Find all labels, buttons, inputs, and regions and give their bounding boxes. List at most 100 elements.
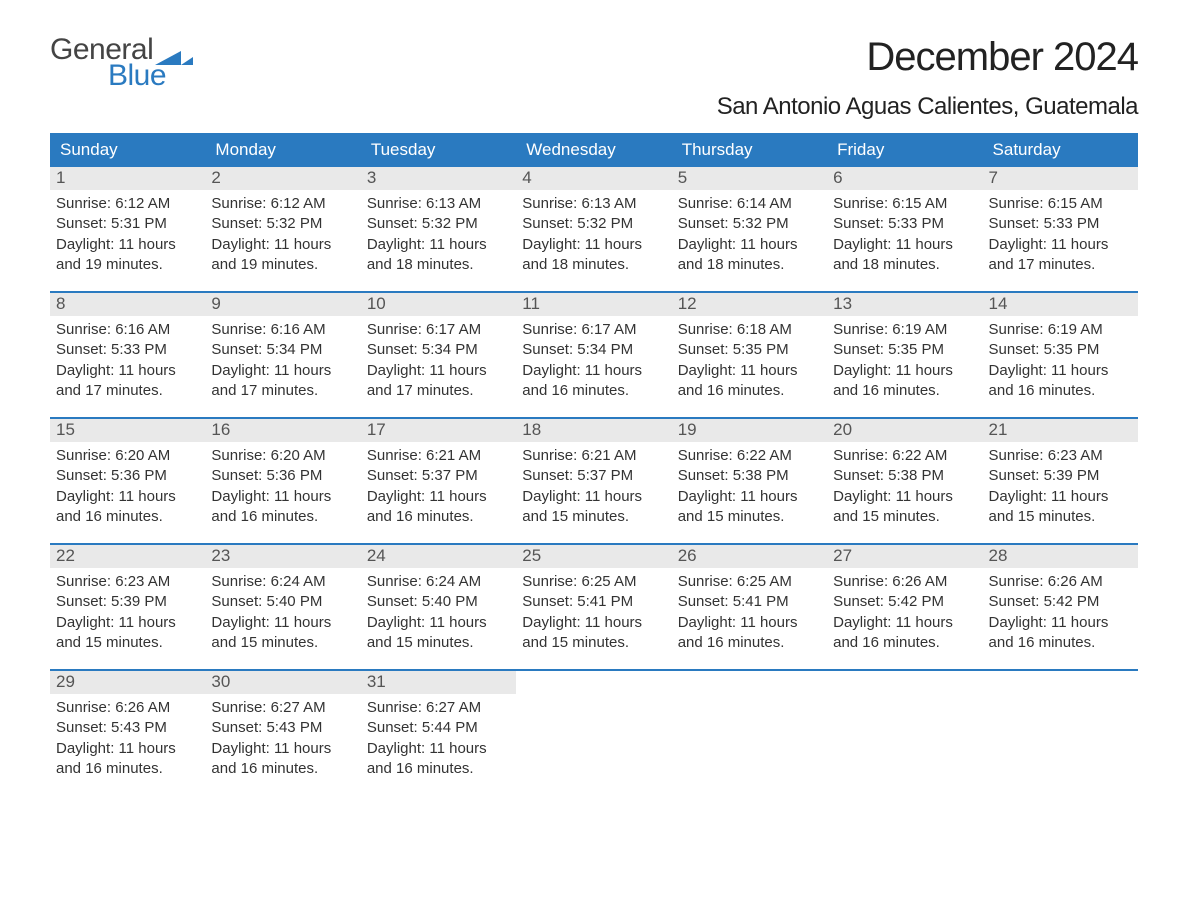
day-ss: Sunset: 5:42 PM	[989, 592, 1132, 612]
day-sr: Sunrise: 6:12 AM	[211, 194, 354, 214]
day-details: Sunrise: 6:20 AMSunset: 5:36 PMDaylight:…	[205, 442, 360, 531]
day-details: Sunrise: 6:17 AMSunset: 5:34 PMDaylight:…	[516, 316, 671, 405]
day-details: Sunrise: 6:22 AMSunset: 5:38 PMDaylight:…	[827, 442, 982, 531]
day-ss: Sunset: 5:33 PM	[989, 214, 1132, 234]
day-header-wednesday: Wednesday	[516, 133, 671, 167]
day-sr: Sunrise: 6:15 AM	[833, 194, 976, 214]
day-d1: Daylight: 11 hours	[989, 487, 1132, 507]
day-ss: Sunset: 5:39 PM	[989, 466, 1132, 486]
calendar-day: 1Sunrise: 6:12 AMSunset: 5:31 PMDaylight…	[50, 167, 205, 285]
day-number: 28	[983, 545, 1138, 568]
day-details: Sunrise: 6:15 AMSunset: 5:33 PMDaylight:…	[983, 190, 1138, 279]
calendar-day: 13Sunrise: 6:19 AMSunset: 5:35 PMDayligh…	[827, 293, 982, 411]
day-sr: Sunrise: 6:16 AM	[56, 320, 199, 340]
day-details: Sunrise: 6:27 AMSunset: 5:43 PMDaylight:…	[205, 694, 360, 783]
day-d1: Daylight: 11 hours	[833, 361, 976, 381]
day-ss: Sunset: 5:31 PM	[56, 214, 199, 234]
day-d2: and 16 minutes.	[56, 759, 199, 779]
day-sr: Sunrise: 6:17 AM	[522, 320, 665, 340]
day-number: 12	[672, 293, 827, 316]
calendar-week: 8Sunrise: 6:16 AMSunset: 5:33 PMDaylight…	[50, 291, 1138, 411]
day-number: 13	[827, 293, 982, 316]
calendar-day: 22Sunrise: 6:23 AMSunset: 5:39 PMDayligh…	[50, 545, 205, 663]
calendar-day: 3Sunrise: 6:13 AMSunset: 5:32 PMDaylight…	[361, 167, 516, 285]
day-d1: Daylight: 11 hours	[367, 613, 510, 633]
calendar-day: 30Sunrise: 6:27 AMSunset: 5:43 PMDayligh…	[205, 671, 360, 789]
calendar-day: 16Sunrise: 6:20 AMSunset: 5:36 PMDayligh…	[205, 419, 360, 537]
day-ss: Sunset: 5:36 PM	[211, 466, 354, 486]
calendar-day: 31Sunrise: 6:27 AMSunset: 5:44 PMDayligh…	[361, 671, 516, 789]
day-d1: Daylight: 11 hours	[833, 487, 976, 507]
day-ss: Sunset: 5:33 PM	[833, 214, 976, 234]
day-details: Sunrise: 6:24 AMSunset: 5:40 PMDaylight:…	[205, 568, 360, 657]
day-d2: and 16 minutes.	[989, 381, 1132, 401]
day-d2: and 19 minutes.	[211, 255, 354, 275]
day-d2: and 16 minutes.	[211, 759, 354, 779]
day-number: 22	[50, 545, 205, 568]
day-sr: Sunrise: 6:16 AM	[211, 320, 354, 340]
day-d2: and 18 minutes.	[833, 255, 976, 275]
day-d2: and 18 minutes.	[522, 255, 665, 275]
day-sr: Sunrise: 6:25 AM	[522, 572, 665, 592]
day-d1: Daylight: 11 hours	[522, 235, 665, 255]
day-d1: Daylight: 11 hours	[56, 613, 199, 633]
day-d2: and 19 minutes.	[56, 255, 199, 275]
day-d2: and 17 minutes.	[367, 381, 510, 401]
day-d2: and 16 minutes.	[833, 633, 976, 653]
day-header-thursday: Thursday	[672, 133, 827, 167]
day-sr: Sunrise: 6:22 AM	[833, 446, 976, 466]
calendar-day: 9Sunrise: 6:16 AMSunset: 5:34 PMDaylight…	[205, 293, 360, 411]
day-sr: Sunrise: 6:14 AM	[678, 194, 821, 214]
day-d1: Daylight: 11 hours	[367, 235, 510, 255]
day-d1: Daylight: 11 hours	[56, 235, 199, 255]
day-sr: Sunrise: 6:19 AM	[833, 320, 976, 340]
day-d2: and 17 minutes.	[211, 381, 354, 401]
day-number: 31	[361, 671, 516, 694]
calendar-day: 25Sunrise: 6:25 AMSunset: 5:41 PMDayligh…	[516, 545, 671, 663]
day-d1: Daylight: 11 hours	[989, 613, 1132, 633]
day-details: Sunrise: 6:12 AMSunset: 5:31 PMDaylight:…	[50, 190, 205, 279]
day-details: Sunrise: 6:18 AMSunset: 5:35 PMDaylight:…	[672, 316, 827, 405]
day-details: Sunrise: 6:16 AMSunset: 5:33 PMDaylight:…	[50, 316, 205, 405]
calendar-day: 5Sunrise: 6:14 AMSunset: 5:32 PMDaylight…	[672, 167, 827, 285]
day-details: Sunrise: 6:26 AMSunset: 5:42 PMDaylight:…	[983, 568, 1138, 657]
day-d1: Daylight: 11 hours	[56, 487, 199, 507]
day-d2: and 16 minutes.	[678, 633, 821, 653]
day-ss: Sunset: 5:34 PM	[211, 340, 354, 360]
calendar-day: 24Sunrise: 6:24 AMSunset: 5:40 PMDayligh…	[361, 545, 516, 663]
day-sr: Sunrise: 6:24 AM	[367, 572, 510, 592]
day-header-sunday: Sunday	[50, 133, 205, 167]
day-details: Sunrise: 6:20 AMSunset: 5:36 PMDaylight:…	[50, 442, 205, 531]
day-d1: Daylight: 11 hours	[56, 361, 199, 381]
day-ss: Sunset: 5:32 PM	[367, 214, 510, 234]
day-details: Sunrise: 6:21 AMSunset: 5:37 PMDaylight:…	[361, 442, 516, 531]
day-d2: and 16 minutes.	[367, 507, 510, 527]
day-sr: Sunrise: 6:15 AM	[989, 194, 1132, 214]
day-header-saturday: Saturday	[983, 133, 1138, 167]
day-number: 30	[205, 671, 360, 694]
day-details: Sunrise: 6:13 AMSunset: 5:32 PMDaylight:…	[361, 190, 516, 279]
calendar-header-row: Sunday Monday Tuesday Wednesday Thursday…	[50, 133, 1138, 167]
day-number: 3	[361, 167, 516, 190]
day-ss: Sunset: 5:33 PM	[56, 340, 199, 360]
day-sr: Sunrise: 6:27 AM	[211, 698, 354, 718]
day-ss: Sunset: 5:32 PM	[211, 214, 354, 234]
day-d2: and 15 minutes.	[211, 633, 354, 653]
day-sr: Sunrise: 6:13 AM	[522, 194, 665, 214]
day-number: 1	[50, 167, 205, 190]
day-number: 11	[516, 293, 671, 316]
day-d2: and 16 minutes.	[56, 507, 199, 527]
day-number: 17	[361, 419, 516, 442]
day-d2: and 15 minutes.	[56, 633, 199, 653]
day-sr: Sunrise: 6:25 AM	[678, 572, 821, 592]
day-number: 19	[672, 419, 827, 442]
day-d2: and 16 minutes.	[522, 381, 665, 401]
calendar-day	[827, 671, 982, 789]
day-number: 24	[361, 545, 516, 568]
calendar: Sunday Monday Tuesday Wednesday Thursday…	[50, 133, 1138, 789]
day-number: 27	[827, 545, 982, 568]
day-header-friday: Friday	[827, 133, 982, 167]
calendar-week: 15Sunrise: 6:20 AMSunset: 5:36 PMDayligh…	[50, 417, 1138, 537]
calendar-body: 1Sunrise: 6:12 AMSunset: 5:31 PMDaylight…	[50, 167, 1138, 789]
day-d2: and 15 minutes.	[833, 507, 976, 527]
